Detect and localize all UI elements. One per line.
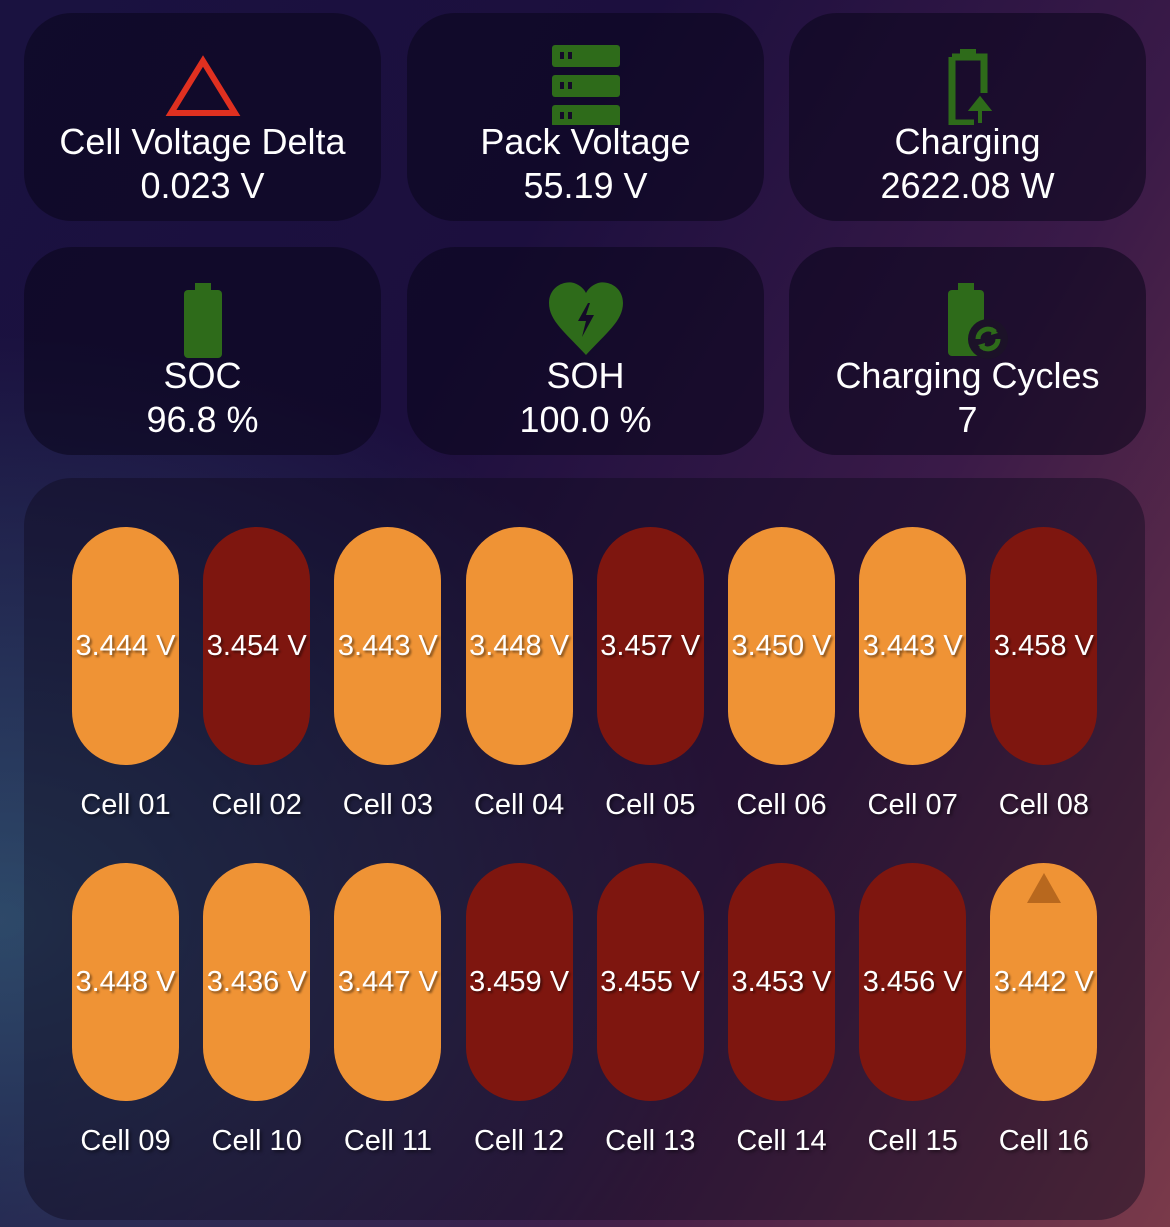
cell-label: Cell 10	[211, 1125, 302, 1157]
cell-label: Cell 13	[605, 1125, 696, 1157]
cell-voltage: 3.448 V	[469, 629, 570, 662]
cell-voltage: 3.444 V	[75, 629, 176, 662]
stat-value: 96.8 %	[146, 399, 259, 440]
heart-pulse-icon	[546, 277, 626, 359]
cell-voltage-capsule: 3.455 V	[596, 863, 704, 1101]
stat-value: 7	[957, 399, 978, 440]
cell-voltage: 3.443 V	[337, 629, 438, 662]
cell-label: Cell 15	[867, 1125, 958, 1157]
triangle-up-icon	[1026, 873, 1061, 903]
cell-item[interactable]: 3.454 V Cell 02	[203, 527, 311, 821]
cell-item[interactable]: 3.458 V Cell 08	[990, 527, 1098, 821]
cell-voltage-capsule: 3.448 V	[465, 527, 573, 765]
cell-voltage-capsule: 3.444 V	[72, 527, 179, 765]
cell-voltage: 3.442 V	[993, 965, 1094, 998]
cell-label: Cell 01	[80, 789, 171, 821]
cell-item[interactable]: 3.459 V Cell 12	[465, 863, 573, 1157]
cell-label: Cell 16	[998, 1125, 1090, 1157]
cell-voltage-capsule: 3.450 V	[728, 527, 835, 765]
cell-voltage-capsule: 3.458 V	[990, 527, 1098, 765]
cell-voltage-capsule: 3.442 V	[990, 863, 1098, 1101]
stat-card[interactable]: Charging Cycles 7	[789, 247, 1146, 455]
stat-title: Charging Cycles	[835, 355, 1100, 396]
cell-item[interactable]: 3.443 V Cell 07	[859, 527, 967, 821]
cell-voltage-panel: 3.444 V Cell 01 3.454 V Cell 02 3.443 V Ce…	[24, 478, 1145, 1220]
cell-label: Cell 12	[473, 1125, 565, 1157]
stat-title: Charging	[894, 121, 1041, 162]
cell-item[interactable]: 3.456 V Cell 15	[859, 863, 967, 1157]
cell-voltage-capsule: 3.443 V	[334, 527, 442, 765]
cell-voltage-capsule: 3.456 V	[859, 863, 967, 1101]
server-stack-icon	[546, 43, 626, 127]
stat-title: Cell Voltage Delta	[59, 121, 346, 162]
cell-voltage: 3.450 V	[731, 629, 832, 662]
cell-label: Cell 09	[80, 1125, 171, 1157]
cell-label: Cell 02	[211, 789, 302, 821]
cell-voltage: 3.443 V	[862, 629, 963, 662]
cell-voltage: 3.456 V	[862, 965, 963, 998]
stat-value: 2622.08 W	[880, 165, 1055, 206]
cell-item[interactable]: 3.447 V Cell 11	[334, 863, 442, 1157]
stat-value: 100.0 %	[519, 399, 652, 440]
cell-item[interactable]: 3.448 V Cell 09	[72, 863, 179, 1157]
cell-label: Cell 03	[342, 789, 434, 821]
cell-label: Cell 14	[736, 1125, 827, 1157]
cell-voltage-capsule: 3.457 V	[596, 527, 704, 765]
cell-label: Cell 04	[473, 789, 565, 821]
battery-full-icon	[163, 277, 243, 359]
cell-item[interactable]: 3.444 V Cell 01	[72, 527, 179, 821]
cell-voltage: 3.457 V	[600, 629, 701, 662]
cell-voltage-capsule: 3.454 V	[203, 527, 311, 765]
cell-item[interactable]: 3.455 V Cell 13	[596, 863, 704, 1157]
cell-voltage: 3.458 V	[993, 629, 1094, 662]
battery-charging-icon	[928, 43, 1008, 127]
cell-voltage: 3.455 V	[600, 965, 701, 998]
cell-voltage-capsule: 3.448 V	[72, 863, 179, 1101]
cell-voltage: 3.448 V	[75, 965, 176, 998]
cell-voltage: 3.454 V	[206, 629, 307, 662]
stat-title: SOC	[163, 355, 242, 396]
cell-voltage: 3.459 V	[469, 965, 570, 998]
stat-card[interactable]: Charging 2622.08 W	[789, 13, 1146, 221]
cell-item[interactable]: 3.453 V Cell 14	[728, 863, 835, 1157]
cell-item[interactable]: 3.450 V Cell 06	[728, 527, 835, 821]
cell-voltage-capsule: 3.453 V	[728, 863, 835, 1101]
cell-voltage-capsule: 3.459 V	[465, 863, 573, 1101]
cell-label: Cell 06	[736, 789, 827, 821]
cell-voltage-capsule: 3.436 V	[203, 863, 311, 1101]
cell-label: Cell 05	[605, 789, 696, 821]
cell-item[interactable]: 3.448 V Cell 04	[465, 527, 573, 821]
cell-voltage: 3.453 V	[731, 965, 832, 998]
cell-label: Cell 07	[867, 789, 958, 821]
stat-value: 55.19 V	[523, 165, 648, 206]
stat-card[interactable]: SOH 100.0 %	[407, 247, 764, 455]
cell-label: Cell 11	[343, 1125, 432, 1157]
cell-item[interactable]: 3.457 V Cell 05	[596, 527, 704, 821]
cell-voltage: 3.436 V	[206, 965, 307, 998]
stat-value: 0.023 V	[140, 165, 265, 206]
cell-item[interactable]: 3.436 V Cell 10	[203, 863, 311, 1157]
stat-title: SOH	[546, 355, 625, 396]
stat-card[interactable]: Pack Voltage 55.19 V	[407, 13, 764, 221]
cell-voltage-capsule: 3.443 V	[859, 527, 967, 765]
stat-title: Pack Voltage	[480, 121, 691, 162]
cell-voltage: 3.447 V	[337, 965, 438, 998]
stat-card[interactable]: Cell Voltage Delta 0.023 V	[24, 13, 381, 221]
triangle-alert-icon	[163, 43, 243, 125]
cell-item[interactable]: 3.442 V Cell 16	[990, 863, 1098, 1157]
battery-sync-icon	[928, 277, 1008, 359]
cell-label: Cell 08	[998, 789, 1090, 821]
cell-voltage-capsule: 3.447 V	[334, 863, 442, 1101]
stat-card[interactable]: SOC 96.8 %	[24, 247, 381, 455]
cell-item[interactable]: 3.443 V Cell 03	[334, 527, 442, 821]
